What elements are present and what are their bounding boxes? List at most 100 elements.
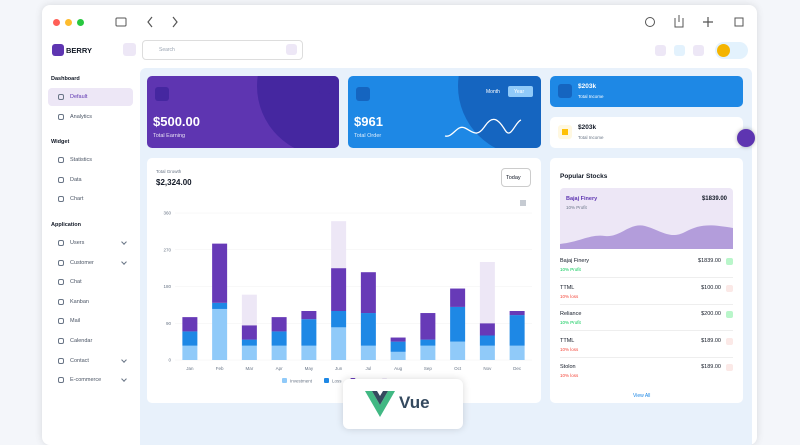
bar-segment [212,308,228,360]
income-card: $203k Total Income [550,117,743,148]
income-card: $203k Total Income [550,76,743,107]
bar-segment [509,311,525,316]
stock-price: $189.00 [701,364,721,370]
browser-window: BERRY Search Dashboard Default Analytics Wi… [42,5,757,445]
order-card: Month Year $961 Total Order [348,76,541,148]
label: Total Earning [153,133,186,139]
stock-price: $189.00 [701,337,721,344]
chevron [121,258,127,265]
chart-menu[interactable] [520,200,526,206]
x-tick-label: Dec [513,366,522,371]
legend-swatch [282,378,287,383]
featured: Bajaj Finery $1839.00 10% Profit [560,188,733,249]
stock-name: TTML [560,337,575,344]
item-icon [58,357,64,364]
item[interactable]: Chart [70,196,84,203]
x-tick-label: Oct [454,366,462,371]
badge-text: Vue [399,393,430,412]
item[interactable]: Calendar [70,338,93,344]
search-filter[interactable] [286,44,297,55]
view-all[interactable]: View All [633,393,651,399]
settings-button[interactable] [737,129,755,147]
item-icon [58,259,64,266]
mega-menu[interactable] [655,45,666,56]
x-tick-label: Apr [276,366,284,371]
item-icon [58,94,64,100]
notification[interactable] [693,45,704,56]
bar-segment [390,337,406,342]
search-box[interactable] [142,40,303,60]
bar-segment [450,288,466,307]
divider [560,303,733,305]
more[interactable] [319,84,331,94]
filter[interactable] [501,168,531,187]
earning-card: $500.00 Total Earning [147,76,339,148]
item[interactable]: Contact [70,357,89,364]
x-tick-label: Sep [424,366,433,371]
divider [560,330,733,331]
toggle-year[interactable]: Year [514,89,525,95]
growth-value: $2,324.00 [156,178,192,187]
close-dot[interactable] [53,19,60,26]
x-tick-label: May [305,366,314,371]
label: Total Income [578,135,604,140]
item-icon [58,279,64,286]
nav-arrows[interactable] [147,16,178,28]
bar-segment [479,262,495,324]
item[interactable]: Kanban [70,298,89,305]
x-tick-label: Jun [335,366,343,371]
stock-price: $1839.00 [698,258,721,264]
bar-segment [509,315,525,346]
item[interactable]: Analytics [70,113,93,120]
item[interactable]: Data [70,176,82,183]
language[interactable] [674,45,685,56]
stocks-title: Popular Stocks [560,173,608,180]
legend-label: Loss [332,379,342,384]
bar-segment [182,317,198,332]
featured-change: 10% Profit [566,205,587,210]
item[interactable]: Customer [70,259,94,266]
tabs[interactable] [734,17,744,27]
item[interactable]: Default [70,94,88,100]
y-tick-label: 90 [166,321,172,326]
min-dot[interactable] [65,19,72,26]
item-icon [58,240,64,246]
toggle-month[interactable]: Month [486,89,500,95]
item[interactable]: Users [70,240,85,246]
stock-change: 10% Profit [560,267,581,272]
download[interactable] [645,17,655,27]
value: $203k [578,124,597,131]
trend-icon [726,337,733,345]
bar-segment [479,335,495,346]
item[interactable]: E-commerce [70,377,102,384]
trend-icon [726,311,733,318]
stock-name: Bajaj Finery [560,258,590,264]
toggle-bg [508,86,533,97]
value: $500.00 [153,114,200,129]
bar-segment [301,345,317,360]
menu-button[interactable] [123,43,136,56]
item[interactable]: Chat [70,279,82,286]
max-dot[interactable] [77,19,84,26]
divider [560,277,733,278]
bar-segment [360,272,376,314]
bar-segment [331,221,347,269]
y-tick-label: 0 [168,358,171,363]
section-title: Widget [51,139,70,146]
legend-label: Investment [290,379,313,384]
item[interactable]: Mail [70,318,81,325]
item-icon [58,338,64,344]
sidebar-toggle[interactable] [115,17,127,27]
share[interactable] [674,15,684,28]
new-tab[interactable] [703,17,713,27]
x-tick-label: Jul [365,366,371,371]
bar-segment [212,243,228,303]
bar-segment [241,345,257,360]
filter-text: Today [506,175,521,181]
item-icon [58,377,64,384]
item-icon [58,196,64,203]
y-tick-label: 360 [163,211,171,216]
x-tick-label: Aug [394,366,403,371]
item-icon [58,176,64,183]
item[interactable]: Statistics [70,157,93,164]
